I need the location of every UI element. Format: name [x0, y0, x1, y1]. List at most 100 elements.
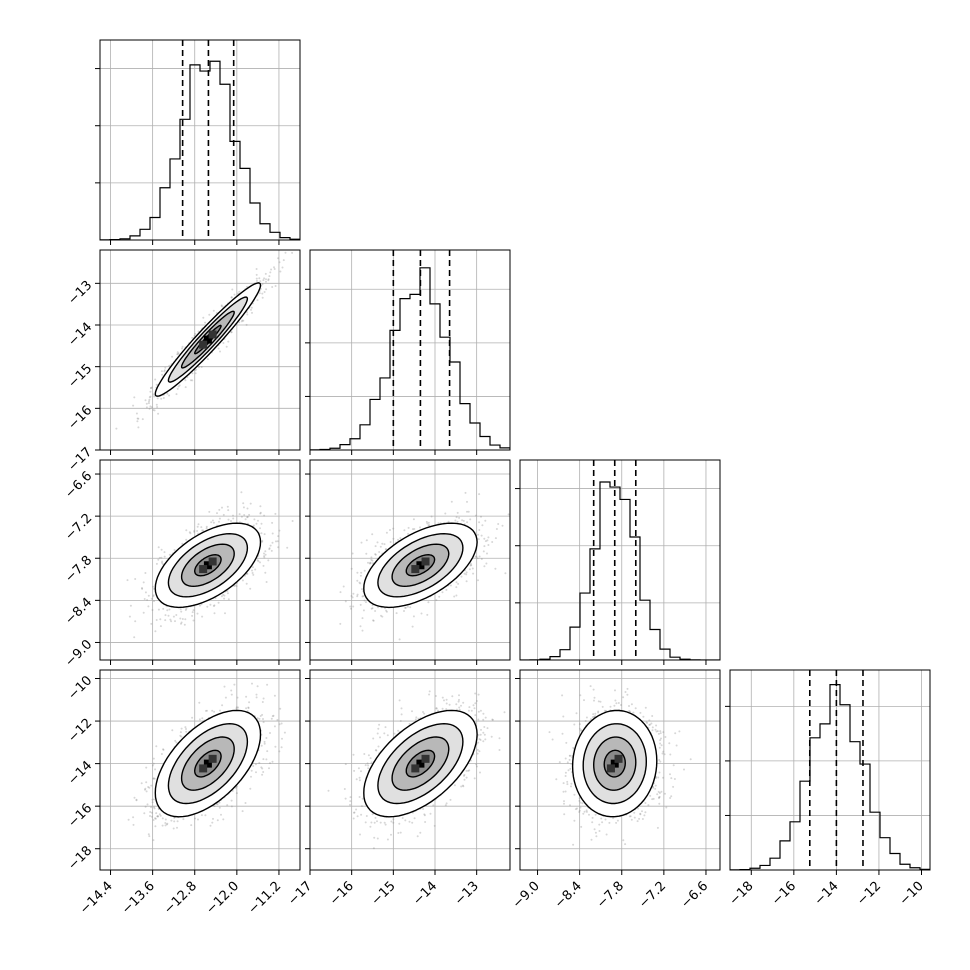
sample-point — [281, 737, 283, 740]
y-tick-label: −9.0 — [62, 637, 95, 670]
sample-point — [455, 581, 458, 584]
sample-point — [269, 762, 271, 765]
sample-point — [251, 572, 254, 574]
sample-point — [478, 555, 481, 558]
sample-point — [150, 386, 153, 389]
sample-point — [242, 502, 245, 505]
sample-point — [494, 567, 497, 570]
sample-point — [273, 266, 275, 269]
sample-point — [350, 567, 353, 570]
density-peak — [199, 565, 208, 574]
sample-point — [267, 279, 270, 282]
sample-point — [361, 588, 363, 591]
sample-point — [478, 521, 481, 524]
sample-point — [494, 537, 497, 540]
sample-point — [240, 491, 243, 494]
sample-point — [242, 506, 245, 509]
sample-point — [164, 366, 167, 369]
sample-point — [188, 531, 191, 534]
sample-point — [261, 292, 264, 295]
scatter-panel-p0-p2: −9.0−8.4−7.8−7.2−6.6 — [62, 459, 301, 670]
sample-point — [244, 518, 247, 521]
sample-point — [181, 618, 184, 620]
sample-point — [204, 709, 207, 712]
sample-point — [160, 548, 163, 551]
sample-point — [469, 518, 472, 521]
sample-point — [198, 718, 201, 721]
x-tick-label: −12 — [854, 879, 884, 909]
sample-point — [476, 557, 479, 560]
histogram-panel-p0 — [95, 39, 301, 245]
sample-point — [406, 605, 409, 608]
sample-point — [204, 321, 207, 324]
sample-point — [157, 608, 160, 611]
sample-point — [153, 395, 156, 398]
sample-point — [477, 538, 480, 541]
sample-point — [426, 522, 429, 525]
sample-point — [271, 541, 274, 544]
sample-point — [427, 524, 430, 527]
sample-point — [184, 618, 187, 621]
sample-point — [159, 618, 162, 621]
sample-point — [221, 506, 223, 509]
sample-point — [356, 595, 359, 598]
sample-point — [246, 313, 249, 316]
sample-point — [460, 575, 463, 578]
sample-point — [141, 418, 144, 421]
sample-point — [179, 617, 182, 620]
sample-point — [162, 748, 165, 751]
sample-point — [339, 591, 342, 594]
sample-point — [209, 603, 212, 606]
sample-point — [218, 520, 220, 523]
sample-point — [291, 251, 294, 254]
sample-point — [150, 622, 153, 625]
x-tick-label: −16 — [769, 879, 799, 909]
y-tick-label: −8.4 — [62, 595, 95, 628]
sample-point — [206, 605, 209, 608]
sample-point — [233, 293, 236, 296]
sample-point — [478, 493, 481, 496]
sample-point — [174, 739, 177, 742]
sample-point — [230, 296, 233, 299]
sample-point — [486, 552, 488, 555]
panel-frame — [729, 669, 931, 871]
sample-point — [134, 578, 137, 580]
sample-point — [420, 612, 423, 615]
sample-point — [277, 535, 280, 538]
sample-point — [359, 582, 362, 585]
sample-point — [465, 571, 468, 574]
sample-point — [160, 753, 163, 755]
sample-point — [144, 805, 147, 808]
sample-point — [374, 610, 377, 612]
sample-point — [259, 512, 262, 515]
sample-point — [483, 545, 486, 548]
sample-point — [180, 622, 182, 625]
sample-point — [157, 412, 160, 415]
sample-point — [246, 515, 249, 518]
sample-point — [191, 716, 194, 719]
sample-point — [359, 574, 362, 577]
sample-point — [455, 516, 458, 519]
sample-point — [155, 812, 158, 815]
sample-point — [399, 537, 402, 540]
sample-point — [231, 288, 234, 291]
sample-point — [267, 278, 270, 281]
sample-point — [404, 606, 407, 609]
sample-point — [437, 522, 440, 525]
sample-point — [205, 525, 208, 528]
sample-point — [137, 426, 140, 429]
sample-point — [196, 530, 199, 532]
sample-point — [270, 717, 273, 720]
sample-point — [255, 268, 258, 270]
sample-point — [275, 540, 277, 543]
sample-point — [261, 713, 264, 716]
sample-point — [483, 537, 486, 540]
sample-point — [212, 605, 215, 607]
sample-point — [155, 403, 158, 406]
sample-point — [230, 296, 233, 299]
x-tick-label: −14 — [812, 879, 842, 909]
y-tick-label: −13 — [65, 278, 95, 308]
sample-point — [497, 523, 500, 525]
sample-point — [267, 559, 270, 562]
